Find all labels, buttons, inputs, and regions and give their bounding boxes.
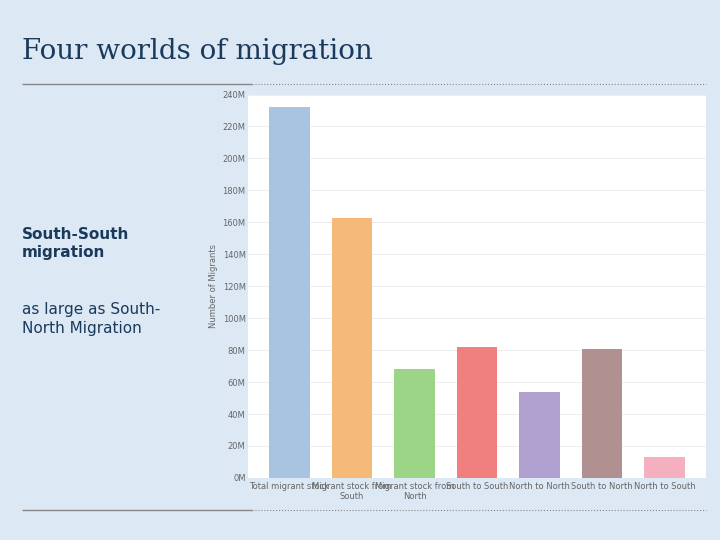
Bar (519, 392, 560, 478)
Bar (332, 218, 372, 478)
Bar (644, 457, 685, 478)
Text: Four worlds of migration: Four worlds of migration (22, 38, 372, 65)
Bar (269, 107, 310, 478)
Y-axis label: Number of Migrants: Number of Migrants (210, 244, 218, 328)
Bar (582, 348, 622, 478)
Text: South-South
migration: South-South migration (22, 227, 129, 260)
Text: as large as South-
North Migration: as large as South- North Migration (22, 302, 160, 336)
Bar (394, 369, 435, 478)
Bar (456, 347, 498, 478)
